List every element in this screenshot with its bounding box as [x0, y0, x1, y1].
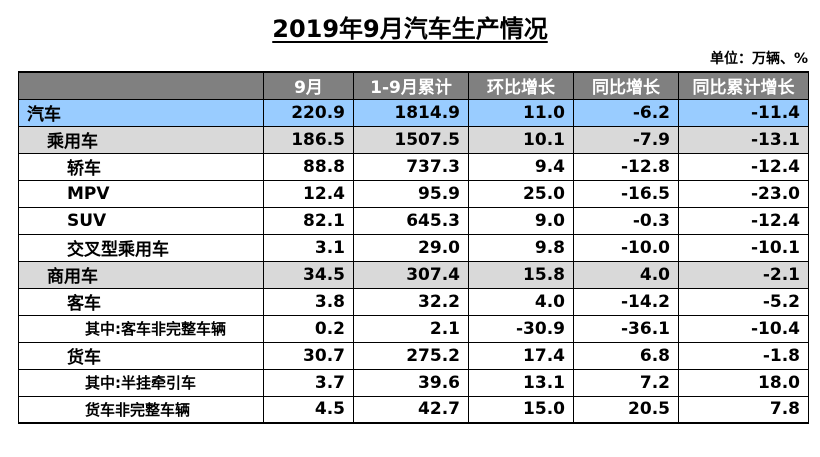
- cell-month: 34.5: [263, 260, 354, 289]
- cell-yoy: 4.0: [573, 260, 679, 289]
- row-label: 商用车: [18, 260, 264, 289]
- row-label: 货车: [18, 341, 264, 370]
- cell-yoy: 20.5: [573, 395, 679, 424]
- table-row: 其中:半挂牵引车 3.7 39.6 13.1 7.2 18.0: [18, 368, 809, 397]
- table-row: 货车非完整车辆 4.5 42.7 15.0 20.5 7.8: [18, 395, 809, 424]
- cell-yoy: -16.5: [573, 179, 679, 208]
- production-table: 9月 1-9月累计 环比增长 同比增长 同比累计增长 汽车 220.9 1814…: [18, 71, 809, 424]
- cell-cumulative: 1507.5: [353, 125, 469, 154]
- cell-cumulative: 42.7: [353, 395, 469, 424]
- table-row: 货车 30.7 275.2 17.4 6.8 -1.8: [18, 341, 809, 370]
- cell-yoy-cum: -12.4: [678, 152, 809, 181]
- cell-yoy: -10.0: [573, 233, 679, 262]
- table-header-row: 9月 1-9月累计 环比增长 同比增长 同比累计增长: [18, 71, 809, 100]
- cell-yoy-cum: -12.4: [678, 206, 809, 235]
- header-category: [18, 71, 264, 100]
- row-label: 交叉型乘用车: [18, 233, 264, 262]
- cell-mom: 4.0: [468, 287, 574, 316]
- cell-month: 3.7: [263, 368, 354, 397]
- cell-yoy: 7.2: [573, 368, 679, 397]
- unit-label: 单位：万辆、%: [709, 51, 808, 67]
- cell-yoy-cum: -2.1: [678, 260, 809, 289]
- cell-yoy-cum: -10.4: [678, 314, 809, 343]
- cell-mom: 15.0: [468, 395, 574, 424]
- cell-cumulative: 32.2: [353, 287, 469, 316]
- row-label: 其中:半挂牵引车: [18, 368, 264, 397]
- row-label: 货车非完整车辆: [18, 395, 264, 424]
- cell-month: 0.2: [263, 314, 354, 343]
- cell-month: 12.4: [263, 179, 354, 208]
- header-yoy-cumulative-growth: 同比累计增长: [678, 71, 809, 100]
- cell-cumulative: 2.1: [353, 314, 469, 343]
- cell-yoy: 6.8: [573, 341, 679, 370]
- cell-mom: 11.0: [468, 98, 574, 127]
- cell-yoy-cum: -1.8: [678, 341, 809, 370]
- cell-yoy: -0.3: [573, 206, 679, 235]
- cell-mom: 10.1: [468, 125, 574, 154]
- table-row: 汽车 220.9 1814.9 11.0 -6.2 -11.4: [18, 98, 809, 127]
- row-label: 客车: [18, 287, 264, 316]
- cell-yoy-cum: -11.4: [678, 98, 809, 127]
- table-row: 客车 3.8 32.2 4.0 -14.2 -5.2: [18, 287, 809, 316]
- table-row: MPV 12.4 95.9 25.0 -16.5 -23.0: [18, 179, 809, 208]
- cell-yoy: -12.8: [573, 152, 679, 181]
- cell-cumulative: 39.6: [353, 368, 469, 397]
- table-row: 商用车 34.5 307.4 15.8 4.0 -2.1: [18, 260, 809, 289]
- row-label: 汽车: [18, 98, 264, 127]
- cell-month: 82.1: [263, 206, 354, 235]
- cell-mom: -30.9: [468, 314, 574, 343]
- cell-cumulative: 307.4: [353, 260, 469, 289]
- cell-yoy: -36.1: [573, 314, 679, 343]
- header-yoy-growth: 同比增长: [573, 71, 679, 100]
- cell-yoy-cum: -5.2: [678, 287, 809, 316]
- cell-month: 3.8: [263, 287, 354, 316]
- header-mom-growth: 环比增长: [468, 71, 574, 100]
- cell-mom: 13.1: [468, 368, 574, 397]
- row-label: MPV: [18, 179, 264, 208]
- cell-yoy-cum: -10.1: [678, 233, 809, 262]
- cell-month: 88.8: [263, 152, 354, 181]
- header-cumulative: 1-9月累计: [353, 71, 469, 100]
- cell-yoy: -14.2: [573, 287, 679, 316]
- cell-yoy: -6.2: [573, 98, 679, 127]
- table-row: 其中:客车非完整车辆 0.2 2.1 -30.9 -36.1 -10.4: [18, 314, 809, 343]
- cell-yoy-cum: 7.8: [678, 395, 809, 424]
- cell-yoy-cum: 18.0: [678, 368, 809, 397]
- cell-cumulative: 645.3: [353, 206, 469, 235]
- cell-yoy-cum: -13.1: [678, 125, 809, 154]
- cell-month: 220.9: [263, 98, 354, 127]
- cell-month: 186.5: [263, 125, 354, 154]
- cell-yoy-cum: -23.0: [678, 179, 809, 208]
- cell-cumulative: 737.3: [353, 152, 469, 181]
- row-label: 轿车: [18, 152, 264, 181]
- cell-month: 4.5: [263, 395, 354, 424]
- cell-cumulative: 275.2: [353, 341, 469, 370]
- cell-mom: 17.4: [468, 341, 574, 370]
- cell-mom: 9.8: [468, 233, 574, 262]
- table-row: SUV 82.1 645.3 9.0 -0.3 -12.4: [18, 206, 809, 235]
- table-row: 轿车 88.8 737.3 9.4 -12.8 -12.4: [18, 152, 809, 181]
- cell-yoy: -7.9: [573, 125, 679, 154]
- cell-month: 3.1: [263, 233, 354, 262]
- row-label: 其中:客车非完整车辆: [18, 314, 264, 343]
- page-title: 2019年9月汽车生产情况: [272, 15, 548, 43]
- cell-cumulative: 1814.9: [353, 98, 469, 127]
- cell-mom: 25.0: [468, 179, 574, 208]
- table-row: 乘用车 186.5 1507.5 10.1 -7.9 -13.1: [18, 125, 809, 154]
- cell-month: 30.7: [263, 341, 354, 370]
- cell-mom: 9.0: [468, 206, 574, 235]
- row-label: SUV: [18, 206, 264, 235]
- cell-mom: 15.8: [468, 260, 574, 289]
- cell-cumulative: 95.9: [353, 179, 469, 208]
- header-month: 9月: [263, 71, 354, 100]
- table-row: 交叉型乘用车 3.1 29.0 9.8 -10.0 -10.1: [18, 233, 809, 262]
- cell-cumulative: 29.0: [353, 233, 469, 262]
- cell-mom: 9.4: [468, 152, 574, 181]
- row-label: 乘用车: [18, 125, 264, 154]
